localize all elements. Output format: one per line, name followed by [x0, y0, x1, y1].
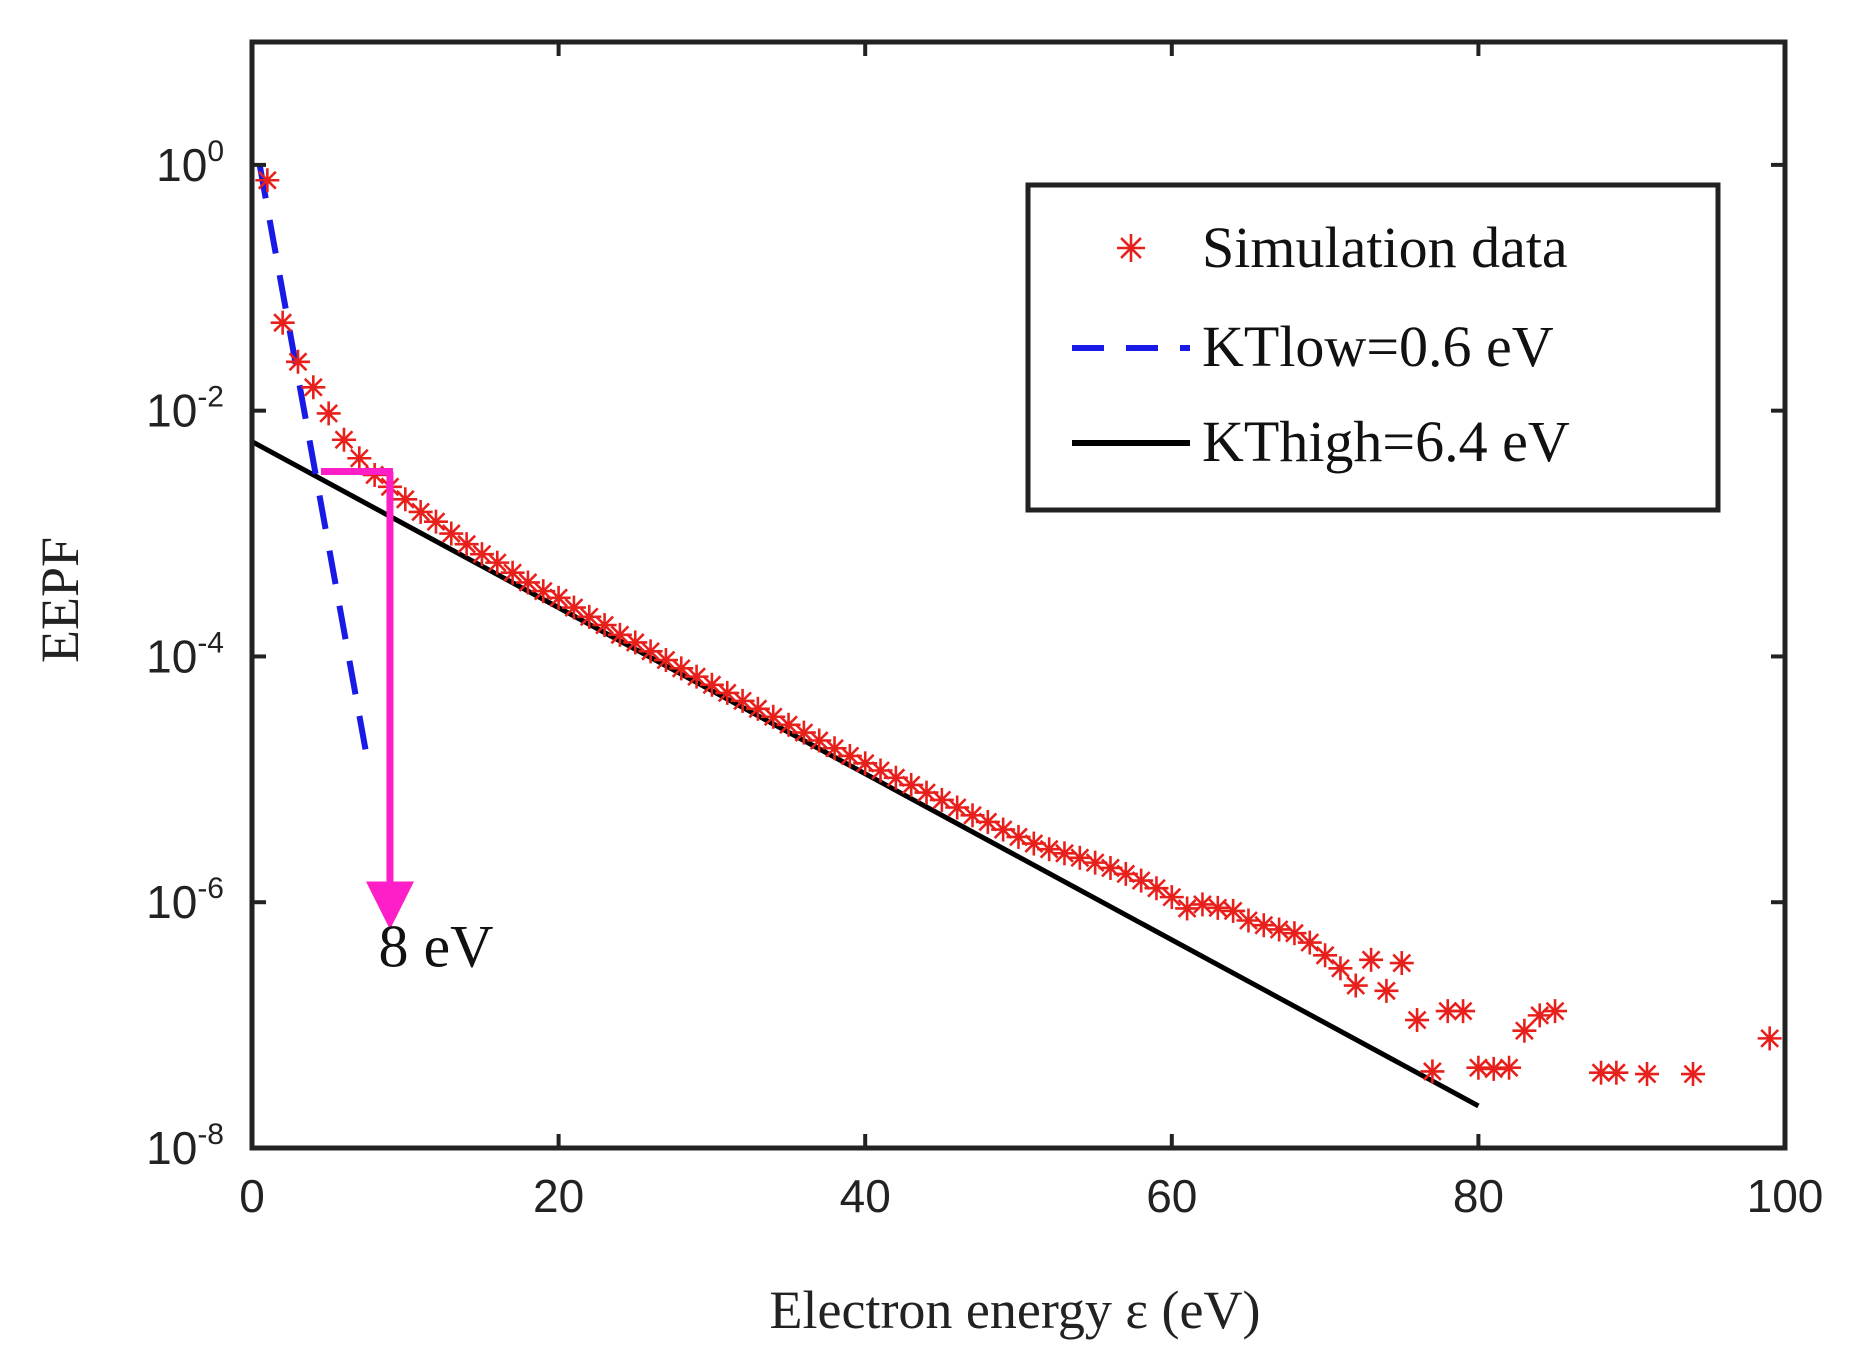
data-point [1374, 978, 1399, 1003]
data-point [1067, 845, 1092, 870]
ktlow-fit-line [256, 164, 370, 759]
data-point [546, 585, 571, 610]
data-point [1681, 1062, 1706, 1087]
legend-label-ktlow: KTlow=0.6 eV [1202, 314, 1554, 379]
data-point [316, 401, 341, 426]
data-point [1343, 973, 1368, 998]
data-point [1313, 943, 1338, 968]
data-point [454, 532, 479, 557]
data-point [1389, 951, 1414, 976]
data-point [837, 743, 862, 768]
data-point [1190, 892, 1215, 917]
data-point [929, 787, 954, 812]
x-axis-title: Electron energy ε (eV) [770, 1280, 1261, 1340]
annotation-arrow-head [365, 881, 414, 930]
legend-label-simulation: Simulation data [1202, 215, 1568, 280]
data-point [347, 446, 372, 471]
data-point [393, 487, 418, 512]
x-tick-label: 60 [1146, 1170, 1197, 1222]
data-point [975, 809, 1000, 834]
data-point [1297, 930, 1322, 955]
data-point [1175, 896, 1200, 921]
x-tick-label: 100 [1747, 1170, 1824, 1222]
legend-asterisk-icon [1117, 234, 1145, 262]
x-tick-label: 0 [239, 1170, 265, 1222]
data-point [1328, 956, 1353, 981]
x-tick-label: 80 [1453, 1170, 1504, 1222]
data-point [592, 613, 617, 638]
plot-area: 8 eV [250, 164, 1782, 1109]
data-point [270, 310, 295, 335]
data-point [853, 751, 878, 776]
data-point [1635, 1062, 1660, 1087]
data-point [1221, 898, 1246, 923]
data-point [945, 795, 970, 820]
data-point [1497, 1055, 1522, 1080]
data-point [607, 622, 632, 647]
data-point [1144, 876, 1169, 901]
data-point [1604, 1060, 1629, 1085]
data-point [1037, 837, 1062, 862]
data-point [1129, 868, 1154, 893]
data-point [1052, 841, 1077, 866]
axes: 0 20 40 60 80 100 100 10-2 10-4 10-6 10-8 [146, 39, 1824, 1222]
data-point [1757, 1026, 1782, 1051]
data-point [638, 639, 663, 664]
axes-frame [249, 39, 1788, 1151]
data-point [715, 680, 740, 705]
data-point [255, 168, 280, 193]
data-point [1527, 1003, 1552, 1028]
data-point [285, 349, 310, 374]
legend-marker-simulation [1117, 234, 1145, 262]
annotation-8ev: 8 eV [320, 467, 493, 979]
y-tick-label: 10-2 [146, 381, 224, 437]
data-point [1512, 1018, 1537, 1043]
data-point [1159, 885, 1184, 910]
x-tick-label: 40 [840, 1170, 891, 1222]
data-point [1466, 1055, 1491, 1080]
x-tick-label: 20 [533, 1170, 584, 1222]
data-point [1451, 999, 1476, 1024]
data-point [331, 427, 356, 452]
data-point [807, 728, 832, 753]
y-tick-label: 100 [156, 135, 224, 191]
data-point [408, 499, 433, 524]
data-point [1405, 1008, 1430, 1033]
data-point [301, 375, 326, 400]
legend-label-kthigh: KThigh=6.4 eV [1202, 409, 1570, 474]
data-point [1359, 947, 1384, 972]
y-axis-title: EEPF [30, 537, 90, 663]
data-point [1267, 917, 1292, 942]
data-point [500, 560, 525, 585]
data-point [1205, 895, 1230, 920]
data-point [561, 595, 586, 620]
data-point [439, 521, 464, 546]
data-point [1420, 1059, 1445, 1084]
y-tick-label: 10-8 [146, 1118, 224, 1174]
legend: Simulation data KTlow=0.6 eV KThigh=6.4 … [1025, 182, 1721, 513]
y-tick-label: 10-4 [146, 626, 224, 682]
data-point [1282, 921, 1307, 946]
data-point [485, 550, 510, 575]
data-point [423, 509, 448, 534]
data-point [1251, 913, 1276, 938]
y-tick-label: 10-6 [146, 872, 224, 928]
annotation-label: 8 eV [378, 913, 493, 979]
data-point [1481, 1056, 1506, 1081]
data-point [1236, 908, 1261, 933]
data-point [1543, 999, 1568, 1024]
